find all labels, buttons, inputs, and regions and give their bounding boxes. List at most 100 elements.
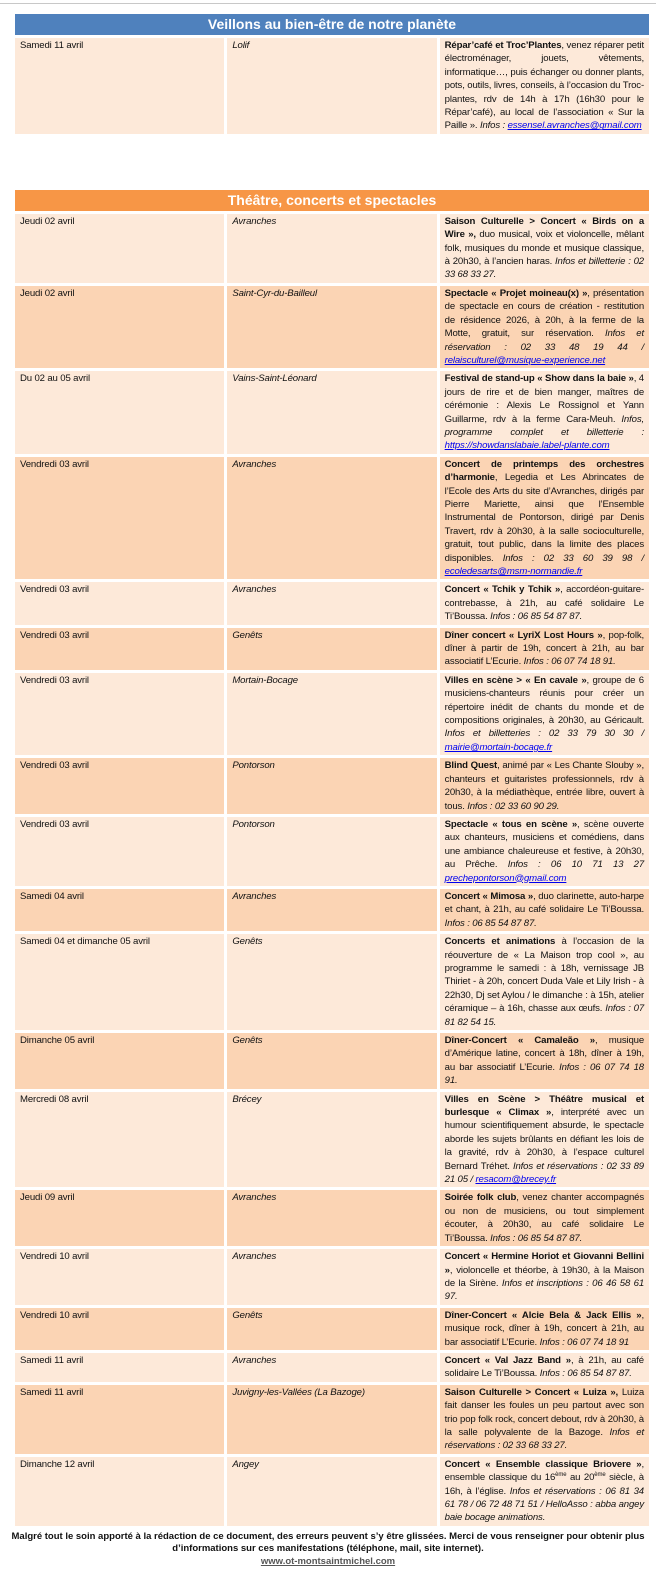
event-town: Genêts <box>227 1307 437 1350</box>
section-table: Théâtre, concerts et spectacles Jeudi 02 … <box>12 187 652 1529</box>
event-date: Jeudi 02 avril <box>15 285 225 369</box>
event-title: Soirée folk club <box>444 1192 517 1204</box>
event-town: Avranches <box>227 1190 437 1247</box>
event-date: Samedi 04 et dimanche 05 avril <box>15 934 225 1030</box>
event-title: Saison Culturelle > Concert « Birds on a… <box>444 215 644 241</box>
footer: Malgré tout le soin apporté à la rédacti… <box>0 1531 656 1574</box>
event-row: Dimanche 05 avril Genêts Dîner-Concert « C… <box>15 1033 649 1089</box>
event-date: Dimanche 05 avril <box>15 1033 225 1089</box>
event-title: Spectacle « tous en scène » <box>444 818 578 830</box>
event-info: Infos : 02 33 60 39 98 / <box>502 552 644 564</box>
superscript: ème <box>594 1472 606 1478</box>
website-link[interactable]: www.ot-montsaintmichel.com <box>260 1555 396 1567</box>
event-title: Dîner-Concert « Alcie Bela & Jack Ellis … <box>444 1309 642 1321</box>
event-town: Genêts <box>227 1033 437 1089</box>
superscript: ème <box>555 1472 567 1478</box>
event-row: Vendredi 03 avril Pontorson Spectacle « to… <box>15 816 649 886</box>
event-info: Infos : 06 85 54 87 87. <box>444 917 537 929</box>
event-title: Concert de printemps des orchestres d’ha… <box>444 458 644 484</box>
event-date: Vendredi 03 avril <box>15 672 225 756</box>
event-row: Jeudi 02 avril Avranches Saison Culturelle… <box>15 213 649 283</box>
event-date: Samedi 11 avril <box>15 1352 225 1382</box>
event-title: Concert « Ensemble classique Briovere » <box>444 1458 642 1470</box>
event-date: Vendredi 03 avril <box>15 456 225 580</box>
event-row: Mercredi 08 avril Brécey Villes en Scène >… <box>15 1091 649 1188</box>
event-date: Vendredi 03 avril <box>15 582 225 625</box>
event-title: Concert « Mimosa » <box>444 890 534 902</box>
event-text: , groupe de 6 musiciens-chanteurs réunis… <box>444 674 644 727</box>
event-date: Jeudi 02 avril <box>15 213 225 283</box>
event-description: Concerts et animations à l’occasion de l… <box>439 934 649 1030</box>
event-town: Brécey <box>227 1091 437 1188</box>
event-town: Genêts <box>227 627 437 670</box>
event-info: Infos : <box>479 120 508 132</box>
event-town: Pontorson <box>227 816 437 886</box>
event-link[interactable]: essensel.avranches@gmail.com <box>507 120 642 132</box>
event-description: Dîner-Concert « Alcie Bela & Jack Ellis … <box>439 1307 649 1350</box>
event-row: Vendredi 03 avril Avranches Concert de pri… <box>15 456 649 580</box>
event-row: Samedi 11 avril Juvigny-les-Vallées (La B… <box>15 1384 649 1454</box>
event-text: , scène ouverte aux chanteurs, musiciens… <box>444 818 644 871</box>
event-town: Avranches <box>227 456 437 580</box>
event-link[interactable]: resacom@brecey.fr <box>475 1174 557 1186</box>
event-description: Saison Culturelle > Concert « Birds on a… <box>439 213 649 283</box>
event-description: Dîner-Concert « Camaleão », musique d’Am… <box>439 1033 649 1089</box>
event-description: Concert « Tchik y Tchik », accordéon-gui… <box>439 582 649 625</box>
event-link[interactable]: prechepontorson@gmail.com <box>444 872 567 884</box>
event-row: Vendredi 03 avril Avranches Concert « Tchi… <box>15 582 649 625</box>
event-date: Vendredi 03 avril <box>15 627 225 670</box>
event-description: Villes en Scène > Théâtre musical et bur… <box>439 1091 649 1188</box>
event-title: Concert « Tchik y Tchik » <box>444 584 561 596</box>
event-town: Vains-Saint-Léonard <box>227 371 437 454</box>
event-text: , animé par « Les Chante Slouby », chant… <box>444 760 644 812</box>
event-link[interactable]: https://showdanslabaie.label-plante.com <box>444 440 610 452</box>
event-description: Concert « Mimosa », duo clarinette, auto… <box>439 888 649 932</box>
event-description: Spectacle « Projet moineau(x) », présent… <box>439 285 649 369</box>
event-description: Concert « Hermine Horiot et Giovanni Bel… <box>439 1249 649 1305</box>
event-description: Concert de printemps des orchestres d’ha… <box>439 456 649 580</box>
event-date: Samedi 04 avril <box>15 888 225 932</box>
event-info: Infos : 06 85 54 87 87. <box>539 1368 632 1380</box>
event-title: Saison Culturelle > Concert « Luiza », <box>444 1386 619 1398</box>
event-link[interactable]: ecoledesarts@msm-normandie.fr <box>444 566 583 577</box>
event-title: Festival de stand-up « Show dans la baie… <box>444 373 634 385</box>
event-description: Saison Culturelle > Concert « Luiza », L… <box>439 1384 649 1454</box>
event-town: Avranches <box>227 1352 437 1382</box>
event-town: Mortain-Bocage <box>227 672 437 756</box>
event-info: Infos : 02 33 60 90 29. <box>467 800 560 812</box>
event-row: Vendredi 10 avril Genêts Dîner-Concert « A… <box>15 1307 649 1350</box>
event-description: Villes en scène > « En cavale », groupe … <box>439 672 649 756</box>
event-text: , venez réparer petit électroménager, jo… <box>444 40 644 132</box>
event-date: Jeudi 09 avril <box>15 1190 225 1247</box>
event-row: Samedi 11 avril Avranches Concert « Val Ja… <box>15 1352 649 1382</box>
event-info: Infos : 06 85 54 87 87. <box>490 611 583 623</box>
event-town: Avranches <box>227 888 437 932</box>
event-description: Spectacle « tous en scène », scène ouver… <box>439 816 649 886</box>
event-town: Avranches <box>227 213 437 283</box>
event-link[interactable]: relaisculturel@musique-experience.net <box>444 354 606 366</box>
event-description: Concert « Ensemble classique Briovere »,… <box>439 1456 649 1526</box>
event-town: Saint-Cyr-du-Bailleul <box>227 285 437 369</box>
event-text: , pop-folk, dîner à partir de 19h, conce… <box>444 629 644 668</box>
event-date: Mercredi 08 avril <box>15 1091 225 1188</box>
event-row: Jeudi 09 avril Avranches Soirée folk club,… <box>15 1190 649 1247</box>
event-row: Jeudi 02 avril Saint-Cyr-du-Bailleul Spect… <box>15 285 649 369</box>
event-text: , accordéon-guitare-contrebasse, à 21h, … <box>444 584 644 623</box>
event-row: Vendredi 03 avril Genêts Dîner concert « L… <box>15 627 649 670</box>
event-title: Blind Quest <box>444 760 498 772</box>
section-title: Veillons au bien-être de notre planète <box>15 14 649 35</box>
event-row: Vendredi 03 avril Mortain-Bocage Villes en… <box>15 672 649 756</box>
event-row: Dimanche 12 avril Angey Concert « Ensemble… <box>15 1456 649 1526</box>
event-info: Infos : 06 07 74 18 91 <box>539 1336 630 1348</box>
event-text: , duo clarinette, auto-harpe et chant, à… <box>444 890 644 916</box>
event-description: Blind Quest, animé par « Les Chante Slou… <box>439 758 649 814</box>
section-title: Théâtre, concerts et spectacles <box>15 189 649 211</box>
events-document: Veillons au bien-être de notre planète Sa… <box>15 11 649 1529</box>
event-info: Infos, programme complet et billetterie … <box>444 413 644 438</box>
event-text: duo musical, voix et violoncelle, mêlant… <box>444 229 644 268</box>
event-title: Dîner concert « LyriX Lost Hours » <box>444 629 603 641</box>
event-link[interactable]: mairie@mortain-bocage.fr <box>444 741 553 753</box>
event-date: Vendredi 10 avril <box>15 1307 225 1350</box>
event-town: Avranches <box>227 582 437 625</box>
event-text: au 20 <box>566 1472 595 1484</box>
